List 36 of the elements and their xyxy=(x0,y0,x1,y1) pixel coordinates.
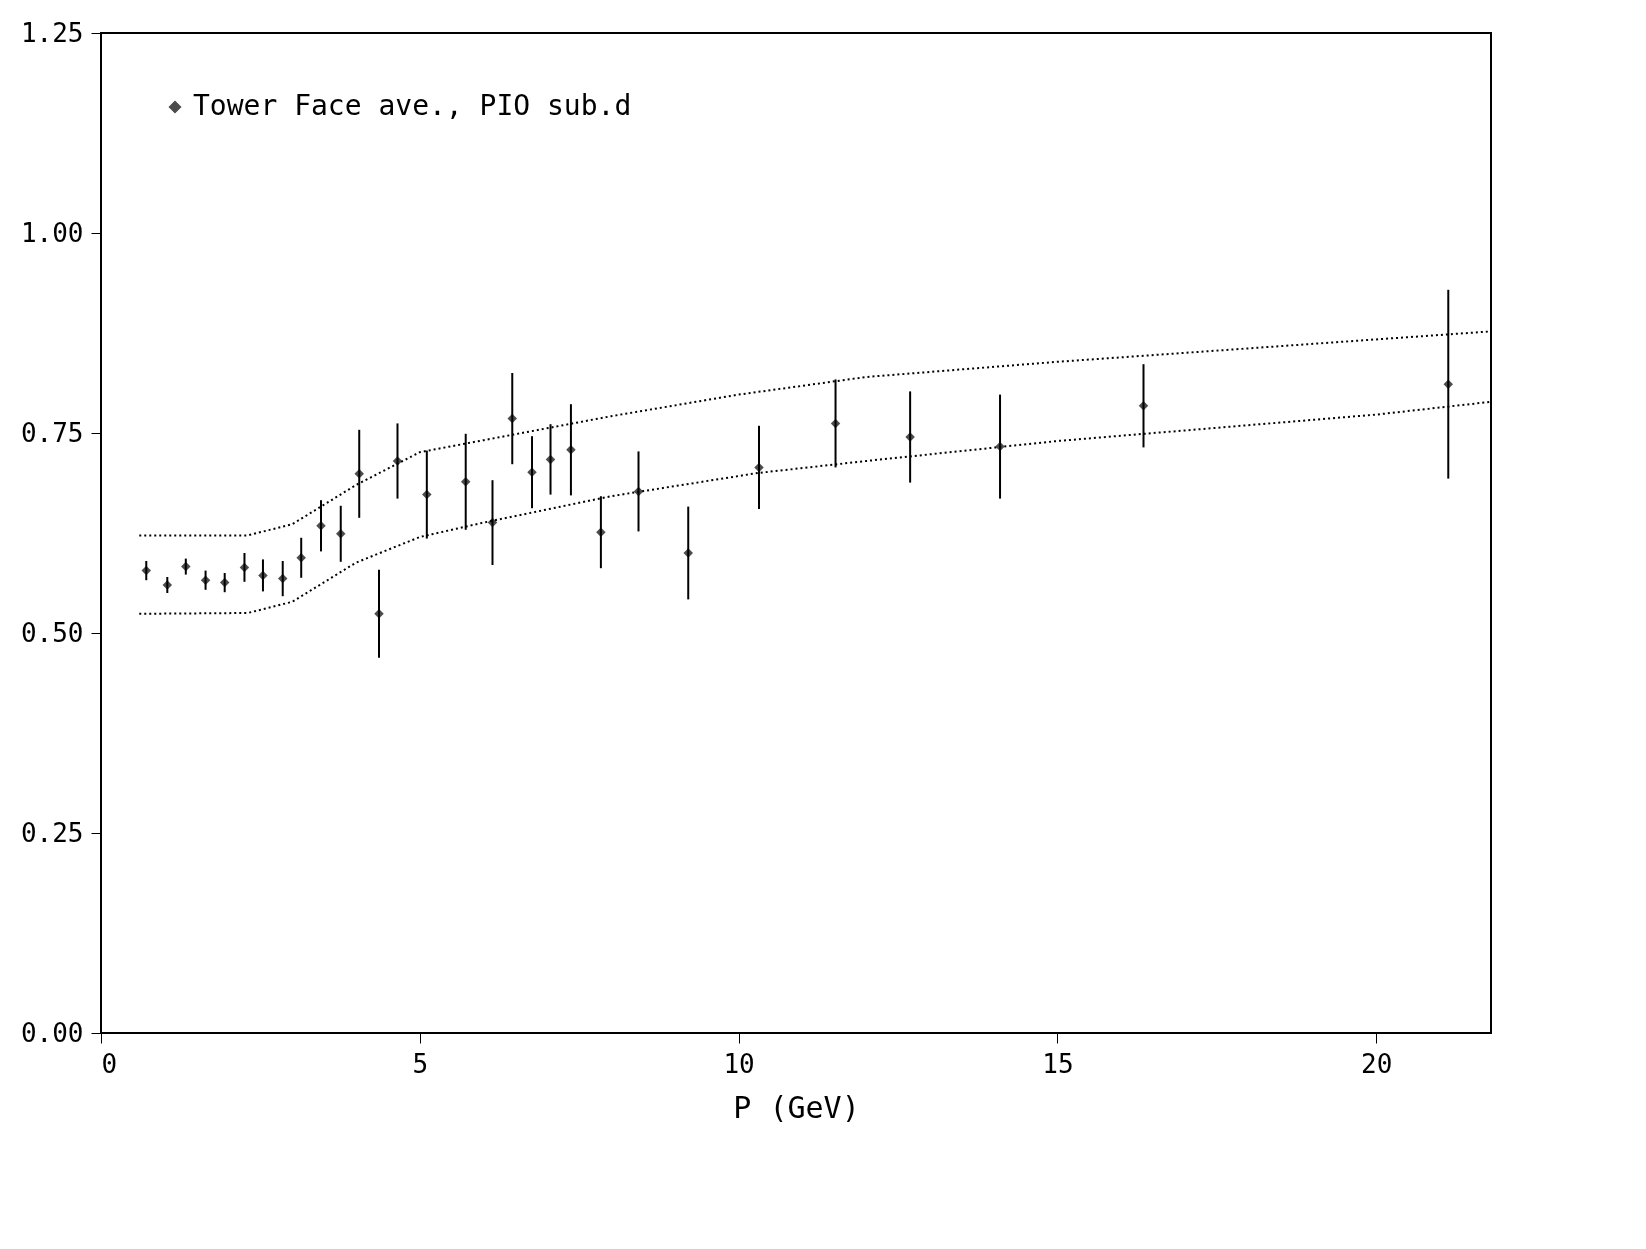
x-tick-label: 20 xyxy=(1361,1048,1393,1079)
point xyxy=(219,577,230,588)
point xyxy=(995,441,1005,452)
point xyxy=(354,469,364,479)
point xyxy=(200,575,211,585)
legend-label: Tower Face ave., PIO sub.d xyxy=(193,89,632,122)
point xyxy=(507,413,517,424)
point xyxy=(545,454,556,465)
point xyxy=(239,562,250,573)
y-tick-label: 1.00 xyxy=(20,217,84,248)
point xyxy=(422,489,432,500)
x-tick-label: 5 xyxy=(412,1048,429,1079)
x-tick-label: 0 xyxy=(101,1048,118,1079)
point xyxy=(336,529,346,539)
x-tick-label: 10 xyxy=(723,1048,755,1079)
y-tick-label: 1.25 xyxy=(20,17,84,48)
y-tick-label: 0.50 xyxy=(20,617,84,648)
x-axis-title: P (GeV) xyxy=(733,1089,860,1125)
point xyxy=(141,565,152,576)
y-tick-label: 0.25 xyxy=(20,817,84,848)
y-tick-label: 0.75 xyxy=(20,417,84,448)
point xyxy=(566,445,576,455)
point xyxy=(596,527,606,537)
point xyxy=(1138,401,1149,411)
point xyxy=(830,418,841,429)
point xyxy=(1443,379,1454,389)
point xyxy=(277,573,288,584)
point xyxy=(296,553,306,563)
y-tick-label: 0.00 xyxy=(20,1017,84,1048)
point xyxy=(754,462,764,473)
x-tick-label: 15 xyxy=(1042,1048,1074,1079)
point xyxy=(181,561,191,572)
point xyxy=(162,580,173,590)
point xyxy=(258,570,268,581)
point xyxy=(392,456,403,466)
point xyxy=(460,477,471,487)
